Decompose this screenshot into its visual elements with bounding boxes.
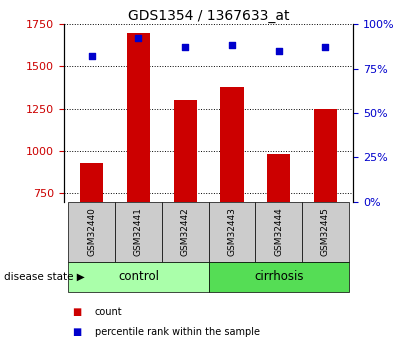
- Title: GDS1354 / 1367633_at: GDS1354 / 1367633_at: [128, 9, 289, 23]
- Text: GSM32445: GSM32445: [321, 208, 330, 256]
- Bar: [127, 33, 150, 202]
- Bar: [80, 163, 104, 202]
- Bar: [267, 155, 290, 202]
- Bar: [173, 100, 197, 202]
- Point: [135, 36, 142, 41]
- Point: [322, 45, 329, 50]
- Text: GSM32442: GSM32442: [181, 208, 190, 256]
- FancyBboxPatch shape: [209, 262, 349, 292]
- FancyBboxPatch shape: [68, 262, 209, 292]
- Text: disease state ▶: disease state ▶: [4, 272, 85, 282]
- Text: count: count: [95, 307, 122, 317]
- Bar: [220, 87, 244, 202]
- Text: percentile rank within the sample: percentile rank within the sample: [95, 327, 259, 337]
- Text: cirrhosis: cirrhosis: [254, 270, 303, 283]
- Point: [88, 53, 95, 59]
- Point: [275, 48, 282, 53]
- Point: [229, 43, 235, 48]
- Bar: [314, 109, 337, 202]
- Text: ■: ■: [72, 307, 81, 317]
- FancyBboxPatch shape: [162, 202, 209, 262]
- Text: GSM32444: GSM32444: [274, 208, 283, 256]
- FancyBboxPatch shape: [209, 202, 255, 262]
- Text: GSM32443: GSM32443: [227, 208, 236, 256]
- FancyBboxPatch shape: [255, 202, 302, 262]
- Text: GSM32441: GSM32441: [134, 208, 143, 256]
- Text: GSM32440: GSM32440: [87, 208, 96, 256]
- FancyBboxPatch shape: [68, 202, 115, 262]
- Text: ■: ■: [72, 327, 81, 337]
- FancyBboxPatch shape: [302, 202, 349, 262]
- FancyBboxPatch shape: [115, 202, 162, 262]
- Text: control: control: [118, 270, 159, 283]
- Point: [182, 45, 189, 50]
